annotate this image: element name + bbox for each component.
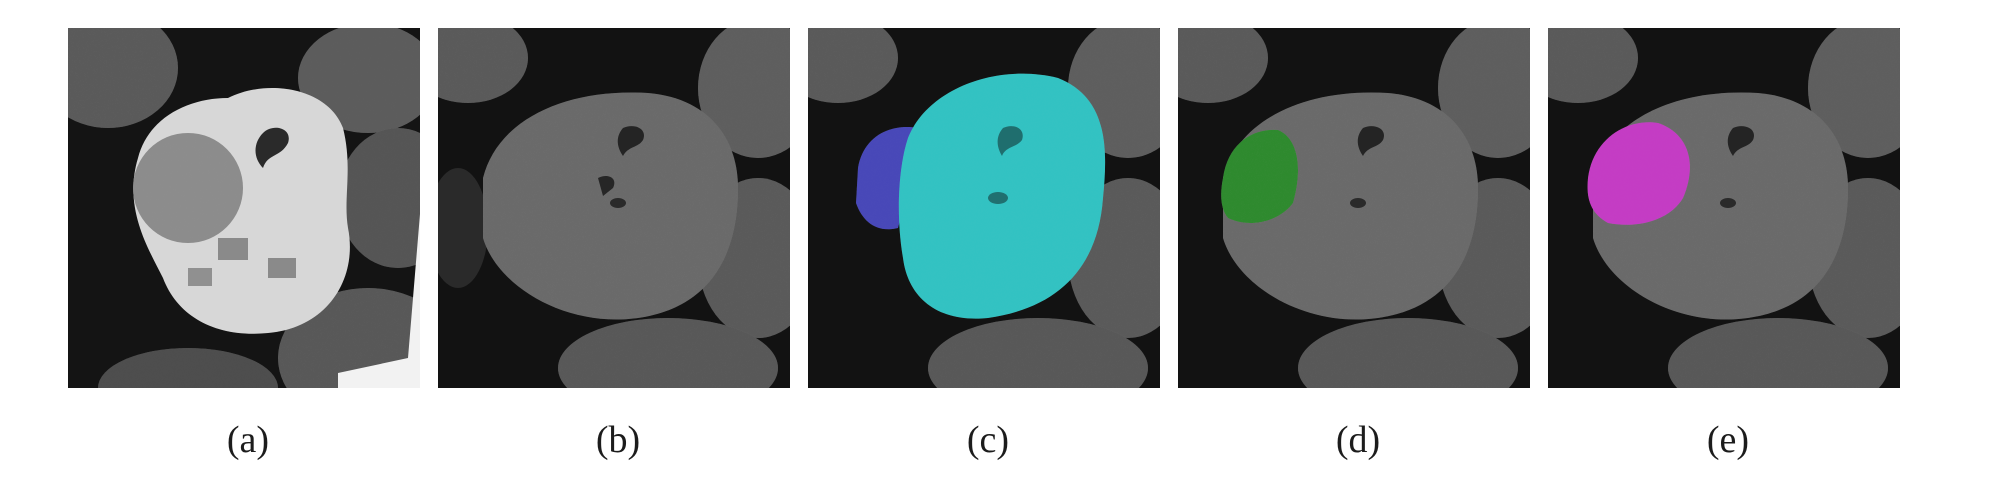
panel-caption: (e) <box>1706 419 1750 461</box>
segmentation-tumor-magenta <box>1548 28 1908 388</box>
segmentation-tumor-green <box>1178 28 1538 388</box>
ct-image-contrast <box>68 28 428 388</box>
panel-caption: (d) <box>1335 419 1381 461</box>
ct-image-noncontrast <box>438 28 798 388</box>
panel-caption: (a) <box>226 419 270 461</box>
panel-caption: (b) <box>595 419 641 461</box>
segmentation-kidney-tumor <box>808 28 1168 388</box>
panel-caption: (c) <box>966 419 1010 461</box>
